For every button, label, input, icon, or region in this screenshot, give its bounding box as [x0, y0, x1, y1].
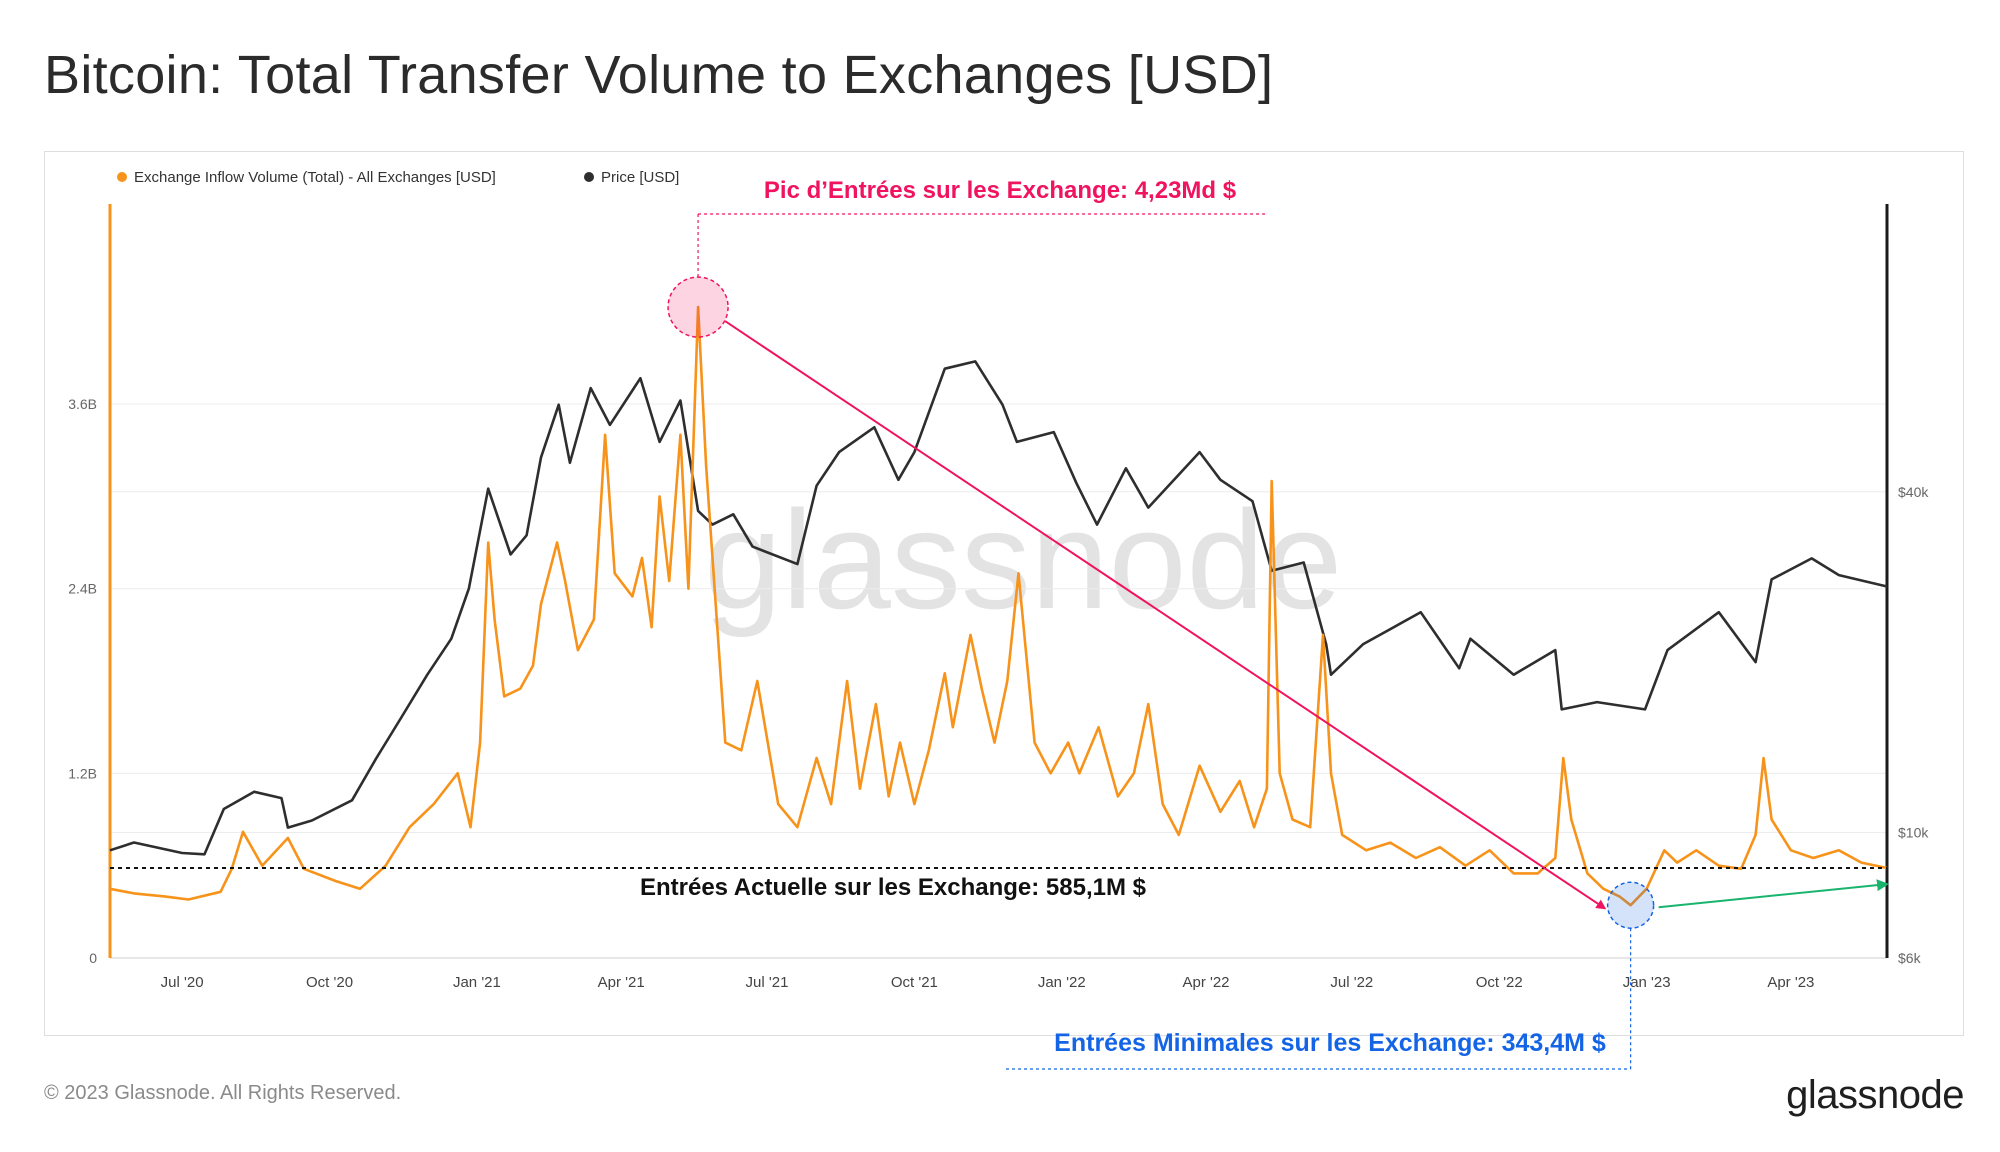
left-tick-0: 0	[89, 950, 97, 966]
left-tick-2: 2.4B	[68, 581, 97, 597]
x-tick-apr-21: Apr '21	[598, 974, 645, 991]
left-tick-3: 3.6B	[68, 396, 97, 412]
price-series-line	[109, 360, 1888, 856]
left-tick-1: 1.2B	[68, 765, 97, 781]
inflow-series-line	[109, 305, 1888, 907]
x-tick-oct-21: Oct '21	[891, 974, 938, 991]
legend-label-inflow: Exchange Inflow Volume (Total) - All Exc…	[134, 169, 496, 186]
left-axis-ticks: 0 1.2B 2.4B 3.6B	[68, 396, 97, 966]
x-tick-jul-22: Jul '22	[1330, 974, 1373, 991]
glassnode-logo: glassnode	[1786, 1073, 1964, 1117]
legend-swatch-inflow	[117, 172, 127, 182]
x-tick-oct-22: Oct '22	[1476, 974, 1523, 991]
current-inflow-label: Entrées Actuelle sur les Exchange: 585,1…	[640, 874, 1147, 901]
x-tick-apr-23: Apr '23	[1767, 974, 1814, 991]
legend: Exchange Inflow Volume (Total) - All Exc…	[117, 169, 679, 186]
minimum-inflow-label: Entrées Minimales sur les Exchange: 343,…	[1054, 1029, 1606, 1057]
x-tick-jan-22: Jan '22	[1038, 974, 1086, 991]
x-axis-ticks: Jul '20 Oct '20 Jan '21 Apr '21 Jul '21 …	[161, 974, 1815, 991]
chart-panel	[44, 151, 1964, 1036]
x-tick-jan-23: Jan '23	[1623, 974, 1671, 991]
chart-title: Bitcoin: Total Transfer Volume to Exchan…	[44, 45, 1274, 105]
x-tick-jan-21: Jan '21	[453, 974, 501, 991]
right-tick-1: $10k	[1898, 824, 1929, 840]
legend-label-price: Price [USD]	[601, 169, 679, 186]
x-tick-oct-20: Oct '20	[306, 974, 353, 991]
right-axis-ticks: $6k $10k $40k	[1898, 484, 1929, 966]
right-tick-2: $40k	[1898, 484, 1929, 500]
x-tick-jul-21: Jul '21	[746, 974, 789, 991]
peak-inflow-label: Pic d’Entrées sur les Exchange: 4,23Md $	[764, 177, 1237, 204]
copyright-notice: © 2023 Glassnode. All Rights Reserved.	[44, 1082, 402, 1104]
right-tick-0: $6k	[1898, 950, 1922, 966]
legend-swatch-price	[584, 172, 594, 182]
minimum-marker-circle	[1606, 881, 1655, 929]
annotations: Entrées Actuelle sur les Exchange: 585,1…	[110, 177, 1889, 1070]
x-tick-jul-20: Jul '20	[161, 974, 204, 991]
x-tick-apr-22: Apr '22	[1182, 974, 1229, 991]
recovery-trend-arrow	[1658, 879, 1889, 909]
peak-marker-circle	[667, 276, 729, 338]
decline-trend-arrow	[724, 320, 1607, 910]
